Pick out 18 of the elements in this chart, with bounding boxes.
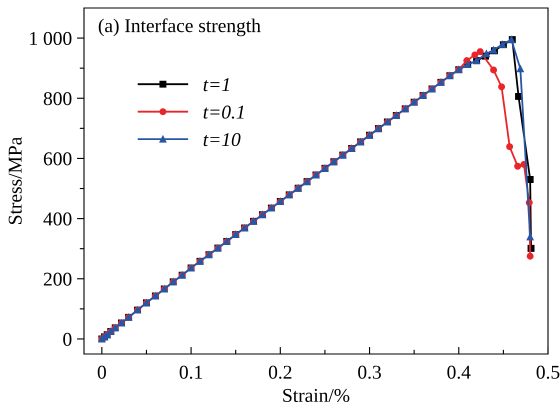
y-axis-title: Stress/MPa — [8, 136, 22, 224]
legend-label: t=10 — [204, 133, 241, 146]
y-tick-label: 200 — [44, 272, 72, 286]
chart-title: (a) Interface strength — [98, 18, 261, 36]
x-tick-label: 0.1 — [180, 366, 202, 379]
legend-label: t=0.1 — [204, 106, 244, 119]
x-tick-label: 0.5 — [536, 366, 560, 379]
x-axis-title: Strain/% — [283, 388, 350, 402]
legend-label: t=1 — [204, 78, 229, 92]
y-tick-label: 0 — [63, 332, 72, 346]
y-tick-label: 800 — [44, 92, 72, 106]
x-tick-label: 0 — [98, 366, 106, 379]
x-tick-label: 0.4 — [447, 366, 471, 379]
y-tick-label: 600 — [44, 152, 72, 166]
x-tick-label: 0.2 — [268, 366, 292, 379]
x-tick-label: 0.3 — [358, 366, 381, 379]
y-tick-label: 400 — [43, 212, 72, 226]
y-tick-label: 1 000 — [30, 32, 72, 46]
